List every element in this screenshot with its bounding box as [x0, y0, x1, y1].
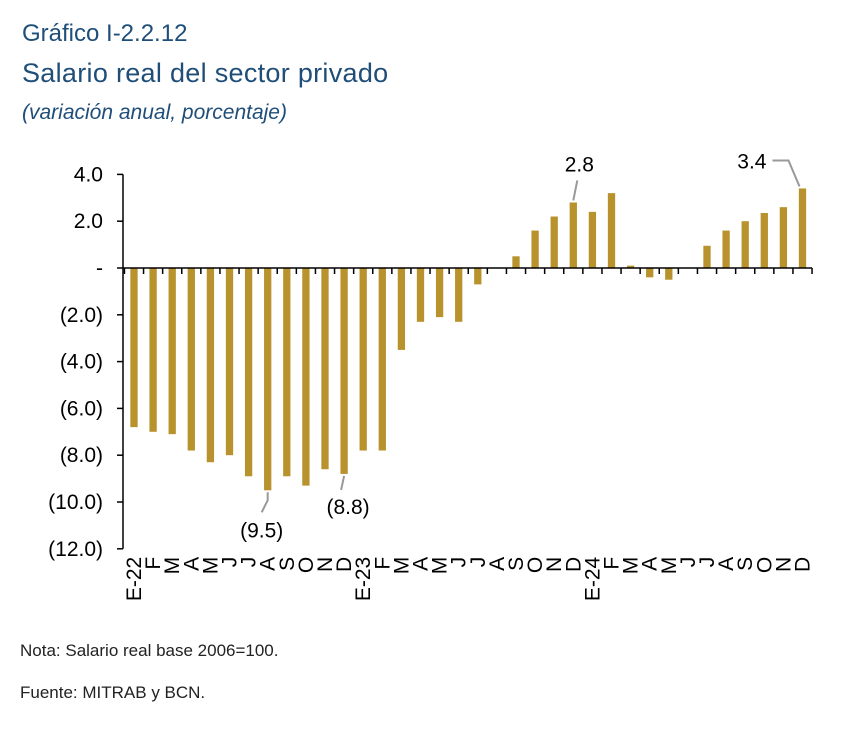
annotation-leader	[260, 492, 269, 513]
bar	[531, 230, 539, 268]
bar	[550, 216, 558, 268]
x-tick-label: J	[238, 557, 261, 568]
y-tick-label: (2.0)	[60, 304, 103, 327]
data-label: (8.8)	[327, 496, 370, 519]
x-tick-label: F	[142, 557, 165, 570]
bar	[588, 211, 597, 268]
bar	[397, 268, 406, 350]
x-tick-label: S	[734, 557, 757, 571]
x-tick-label: A	[486, 557, 509, 571]
bar	[646, 268, 654, 278]
bar	[378, 268, 386, 451]
x-tick-label: N	[314, 557, 337, 572]
y-tick-label: (8.0)	[60, 444, 103, 467]
bar	[474, 268, 482, 285]
x-tick-label: A	[410, 557, 433, 571]
bar	[168, 268, 176, 435]
bar	[512, 256, 520, 268]
x-tick-label: M	[199, 557, 222, 575]
chart-note: Nota: Salario real base 2006=100.	[20, 641, 279, 660]
x-tick-label: A	[180, 557, 203, 571]
bar-chart: 4.0 2.0 - (2.0) (4.0) (6.0) (8.0) (10.0) (12.0) E…	[48, 150, 815, 601]
bar	[206, 268, 215, 463]
annotation-leader	[340, 475, 346, 491]
bar	[321, 268, 329, 470]
x-tick-label: F	[601, 557, 624, 570]
bar	[283, 268, 291, 477]
bar	[416, 268, 425, 322]
bar	[607, 193, 616, 268]
x-tick-label: D	[792, 557, 815, 572]
bar	[703, 245, 711, 268]
y-tick-label: (6.0)	[60, 397, 103, 420]
bar	[302, 268, 310, 486]
x-tick-label: O	[753, 557, 776, 573]
x-tick-label: A	[715, 557, 738, 571]
bar	[760, 213, 768, 268]
bar	[130, 268, 138, 428]
bar	[569, 202, 577, 268]
x-tick-label: A	[639, 557, 662, 571]
annotation-leader	[772, 159, 801, 187]
y-tick-label: (4.0)	[60, 351, 103, 374]
y-tick-label: 2.0	[74, 210, 103, 233]
bar	[665, 268, 673, 280]
chart-source: Fuente: MITRAB y BCN.	[20, 683, 206, 702]
chart-title: Salario real del sector privado	[22, 58, 389, 88]
bar	[264, 268, 272, 491]
x-tick-label: J	[677, 557, 700, 568]
x-tick-label: J	[467, 557, 490, 568]
bar	[187, 268, 195, 451]
x-tick-label: D	[562, 557, 585, 572]
bar	[626, 265, 635, 268]
x-tick-label: N	[543, 557, 566, 572]
x-tick-label: M	[658, 557, 681, 575]
bar	[779, 207, 788, 268]
x-tick-label: J	[696, 557, 719, 568]
x-tick-label: E-23	[352, 557, 375, 601]
data-label: 2.8	[565, 153, 594, 176]
data-label: (9.5)	[240, 519, 283, 542]
bar	[798, 188, 807, 268]
bar	[244, 268, 253, 477]
x-tick-label: M	[429, 557, 452, 575]
y-tick-label: 4.0	[74, 163, 103, 186]
bar	[455, 268, 463, 322]
y-tick-label: (12.0)	[48, 538, 103, 561]
bar	[359, 268, 367, 451]
bar	[435, 268, 444, 318]
x-tick-label: J	[448, 557, 471, 568]
x-tick-label: S	[505, 557, 528, 571]
x-tick-label: A	[257, 557, 280, 571]
bar	[722, 230, 730, 268]
data-label: 3.4	[737, 150, 767, 173]
y-tick-label: -	[96, 257, 103, 280]
x-tick-label: M	[390, 557, 413, 575]
x-tick-label: N	[772, 557, 795, 572]
annotation-leader	[572, 180, 579, 201]
bar	[741, 221, 749, 268]
x-tick-label: J	[219, 557, 242, 568]
x-tick-label: E-24	[581, 556, 604, 601]
x-tick-label: D	[333, 557, 356, 572]
bar	[149, 268, 157, 432]
y-tick-label: (10.0)	[48, 491, 103, 514]
x-tick-label: O	[524, 557, 547, 573]
x-tick-label: M	[161, 557, 184, 575]
x-tick-label: F	[371, 557, 394, 570]
bar	[225, 268, 234, 456]
chart-subtitle: (variación anual, porcentaje)	[22, 101, 287, 124]
x-tick-label: O	[295, 557, 318, 573]
chart-number: Gráfico I-2.2.12	[22, 20, 188, 47]
bar	[340, 268, 348, 474]
x-tick-label: E-22	[123, 557, 146, 601]
x-tick-label: S	[276, 557, 299, 571]
x-tick-label: M	[620, 557, 643, 575]
